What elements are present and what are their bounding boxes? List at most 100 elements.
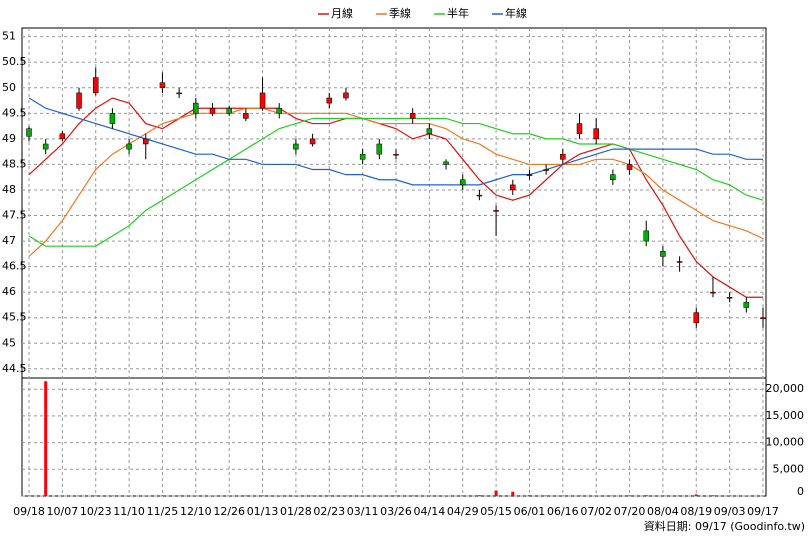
x-tick-label: 03/11 xyxy=(347,505,379,518)
volume-bar xyxy=(644,495,648,496)
candle-body xyxy=(593,128,599,140)
candle-body xyxy=(92,77,99,94)
candle-body xyxy=(693,312,700,324)
y-tick-label: 46 xyxy=(2,285,16,298)
candle-body xyxy=(159,82,166,89)
candle-body xyxy=(676,261,683,263)
volume-bar xyxy=(461,495,465,496)
y-tick-label: 49 xyxy=(2,132,16,145)
candle-body xyxy=(476,194,483,197)
x-tick-label: 09/03 xyxy=(714,505,746,518)
volume-bar xyxy=(60,495,64,496)
candle-body xyxy=(259,92,266,109)
candle-body xyxy=(326,97,333,104)
candle-body xyxy=(193,102,199,114)
volume-bar xyxy=(578,495,581,496)
x-tick-label: 07/02 xyxy=(580,505,612,518)
volume-bar xyxy=(711,495,715,496)
volume-bar xyxy=(694,494,698,496)
candle-body xyxy=(610,174,616,181)
x-tick-label: 11/10 xyxy=(113,505,145,518)
x-tick-label: 06/16 xyxy=(547,505,579,518)
x-tick-label: 03/26 xyxy=(380,505,412,518)
y2-tick-label: 10,000 xyxy=(766,436,805,449)
x-tick-label: 09/17 xyxy=(747,505,779,518)
y-tick-label: 48.5 xyxy=(2,157,27,170)
volume-bar xyxy=(411,495,415,496)
candle-body xyxy=(743,302,750,308)
candle-body xyxy=(393,153,399,156)
candle-body xyxy=(243,113,249,119)
volume-bar xyxy=(344,495,348,496)
candle-body xyxy=(493,210,499,212)
y-tick-label: 46.5 xyxy=(2,260,27,273)
candle-body xyxy=(626,164,633,170)
candle-body xyxy=(726,297,733,299)
y-tick-label: 51 xyxy=(2,30,16,43)
y-tick-label: 50.5 xyxy=(2,55,27,68)
volume-bar xyxy=(527,495,531,496)
legend-label: 年線 xyxy=(505,6,527,20)
y2-tick-label: 15,000 xyxy=(766,409,805,422)
candle-body xyxy=(176,92,182,95)
x-tick-label: 10/23 xyxy=(80,505,112,518)
candle-body xyxy=(276,107,282,114)
y-tick-label: 48 xyxy=(2,183,16,196)
legend-label: 月線 xyxy=(331,6,353,20)
legend-label: 半年 xyxy=(447,6,469,20)
x-tick-label: 04/14 xyxy=(414,505,446,518)
volume-bar xyxy=(544,495,548,496)
candle-body xyxy=(576,123,583,135)
y-tick-label: 49.5 xyxy=(2,106,27,119)
candle-body xyxy=(459,179,466,186)
volume-bar xyxy=(744,495,748,496)
volume-bar xyxy=(427,495,431,496)
y2-tick-label: 5,000 xyxy=(773,462,805,475)
candle-body xyxy=(309,138,316,145)
plot-frame xyxy=(21,27,767,497)
candle-body xyxy=(560,153,566,160)
y-tick-label: 47.5 xyxy=(2,209,27,222)
candle-body xyxy=(660,251,666,257)
x-tick-label: 01/28 xyxy=(280,505,312,518)
candle-body xyxy=(643,230,649,242)
candle-body xyxy=(143,138,149,145)
x-tick-label: 04/29 xyxy=(447,505,479,518)
y-tick-label: 45 xyxy=(2,336,16,349)
y2-tick-label: 0 xyxy=(797,485,804,498)
volume-bar xyxy=(728,495,732,496)
volume-bar xyxy=(611,495,615,496)
candle-body xyxy=(526,174,533,176)
candle-body xyxy=(543,169,549,171)
y2-tick-label: 20,000 xyxy=(766,382,805,395)
volume-bar xyxy=(294,495,298,496)
ma-line xyxy=(28,107,764,257)
volume-bar xyxy=(477,495,481,496)
x-tick-label: 11/25 xyxy=(147,505,179,518)
volume-bar xyxy=(511,491,515,496)
x-tick-label: 06/01 xyxy=(514,505,546,518)
candle-body xyxy=(226,107,232,114)
x-tick-label: 08/04 xyxy=(647,505,679,518)
volume-bar xyxy=(127,495,131,496)
volume-bar xyxy=(361,495,365,496)
legend-label: 季線 xyxy=(389,6,411,20)
x-tick-label: 10/07 xyxy=(47,505,79,518)
candle-body xyxy=(293,143,299,150)
candle-body xyxy=(443,161,449,165)
volume-bar xyxy=(211,495,214,496)
footer: 資料日期: 09/17 (Goodinfo.tw) xyxy=(644,519,805,533)
candle-body xyxy=(126,143,132,150)
candle-body xyxy=(109,113,116,124)
y-tick-label: 44.5 xyxy=(2,362,27,375)
candle-body xyxy=(760,317,766,319)
candle-body xyxy=(209,107,216,114)
volume-bar xyxy=(27,495,31,496)
x-tick-label: 07/20 xyxy=(614,505,646,518)
x-tick-label: 08/19 xyxy=(680,505,712,518)
candle-body xyxy=(359,153,366,160)
ma-line xyxy=(28,97,763,186)
volume-bar xyxy=(678,495,682,496)
x-tick-label: 12/10 xyxy=(180,505,212,518)
candle-body xyxy=(42,143,49,150)
